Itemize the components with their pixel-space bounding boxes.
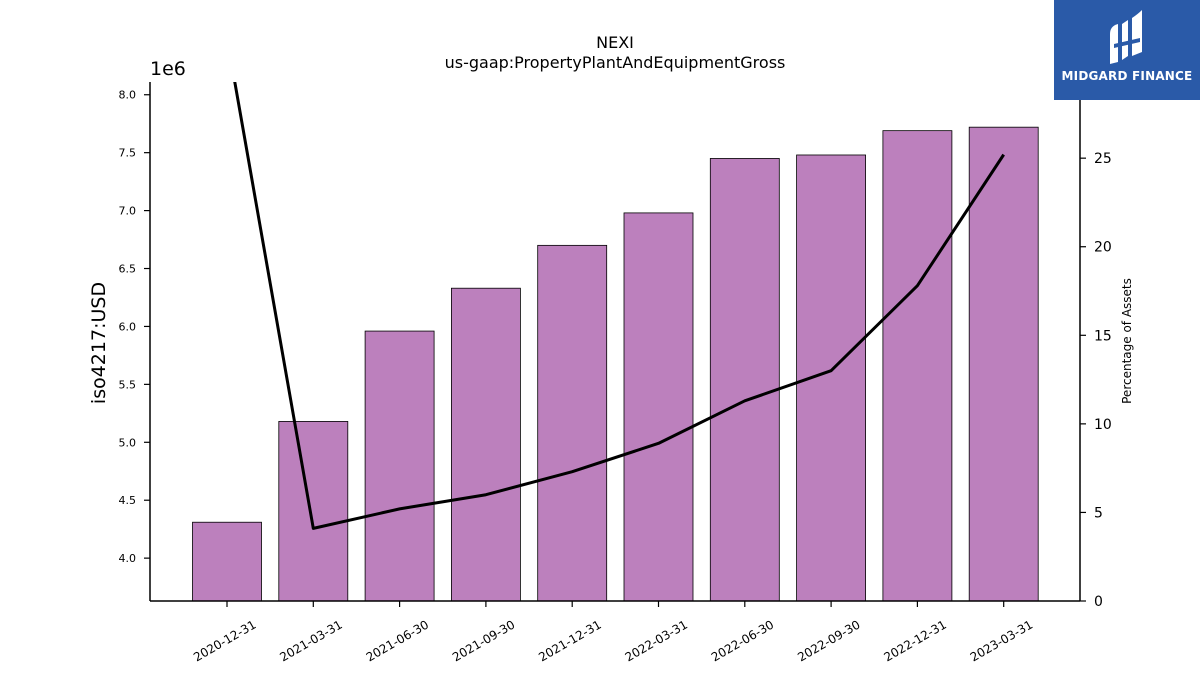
x-tick-label: 2020-12-31 <box>191 617 258 664</box>
y-tick-label: 6.5 <box>119 263 137 276</box>
x-tick-label: 2023-03-31 <box>968 617 1035 664</box>
y-tick-label: 6.0 <box>119 320 137 333</box>
x-tick-label: 2021-09-30 <box>450 617 517 664</box>
bar <box>192 521 262 602</box>
y-tick-label: 4.0 <box>119 552 137 565</box>
y-tick-label: 7.5 <box>119 147 137 160</box>
x-tick-label: 2022-06-30 <box>709 617 776 664</box>
y2-tick-label: 25 <box>1094 151 1112 167</box>
y-tick-label: 7.0 <box>119 205 137 218</box>
x-tick-label: 2022-09-30 <box>795 617 862 664</box>
percentage-line <box>233 82 1005 530</box>
logo-text: MIDGARD FINANCE <box>1061 69 1193 83</box>
bar <box>364 330 435 602</box>
y2-tick-label: 20 <box>1094 240 1112 256</box>
bar <box>278 421 349 602</box>
x-tick-label: 2021-03-31 <box>277 617 344 664</box>
y-tick-label: 8.0 <box>119 89 137 102</box>
x-tick-label: 2022-03-31 <box>623 617 690 664</box>
x-tick-label: 2021-12-31 <box>536 617 603 664</box>
bar <box>968 126 1039 602</box>
bar <box>537 244 608 602</box>
y2-axis-label: Percentage of Assets <box>1120 278 1134 404</box>
bar <box>709 158 780 602</box>
x-tick-label: 2022-12-31 <box>881 617 948 664</box>
y2-tick-label: 0 <box>1094 594 1103 610</box>
y2-tick-label: 15 <box>1094 328 1112 344</box>
chart-subtitle: us-gaap:PropertyPlantAndEquipmentGross <box>445 53 786 72</box>
midgard-finance-logo: MIDGARD FINANCE <box>1054 0 1200 100</box>
chart-title: NEXI <box>596 33 634 52</box>
y-tick-label: 4.5 <box>119 494 137 507</box>
bar <box>882 130 953 602</box>
y2-tick-label: 10 <box>1094 417 1112 433</box>
y-offset-label: 1e6 <box>150 58 186 80</box>
x-tick-label: 2021-06-30 <box>364 617 431 664</box>
y-axis-label: iso4217:USD <box>88 282 110 404</box>
bar <box>623 212 694 602</box>
bar <box>450 287 521 602</box>
midgard-logo-icon <box>1110 10 1142 64</box>
y-tick-label: 5.0 <box>119 436 137 449</box>
y-tick-label: 5.5 <box>119 378 137 391</box>
y2-tick-label: 5 <box>1094 505 1103 521</box>
